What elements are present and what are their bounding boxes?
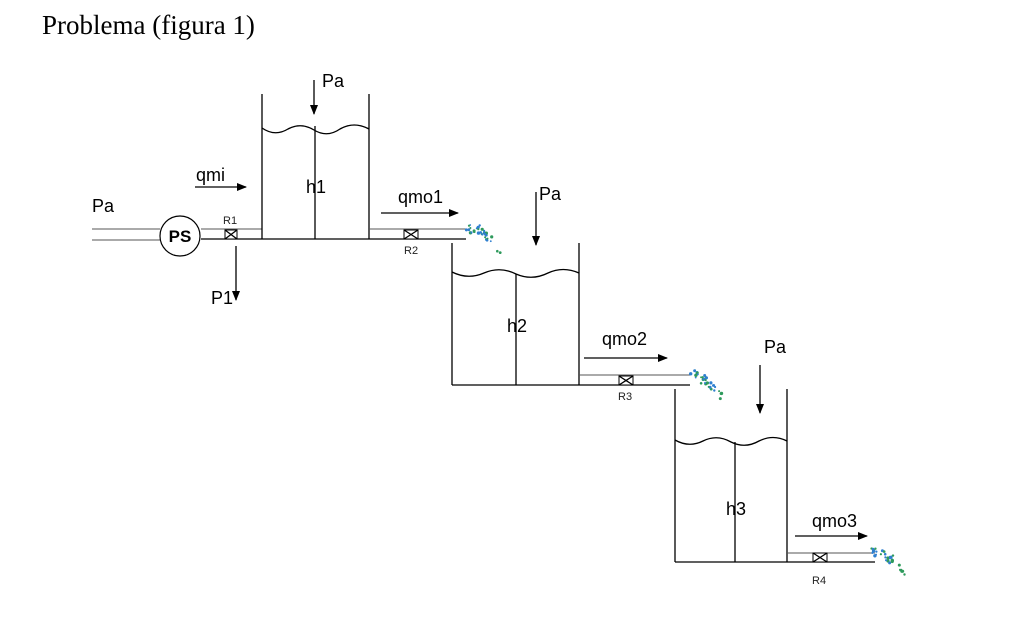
water-droplet xyxy=(477,228,480,231)
pa-inlet-label: Pa xyxy=(92,196,115,216)
pump-circle xyxy=(159,215,201,257)
water-droplet xyxy=(899,568,901,571)
pump: PS xyxy=(159,215,201,257)
r4-label: R4 xyxy=(812,575,826,587)
pump-label: PS xyxy=(169,227,192,246)
water-droplet xyxy=(903,573,906,576)
pa-tank3-label: Pa xyxy=(764,337,787,357)
water-droplet xyxy=(490,235,494,239)
water-droplet xyxy=(498,251,502,255)
outlet-pipe-2 xyxy=(579,374,690,386)
water-droplet xyxy=(712,384,715,387)
water-droplet xyxy=(696,373,699,376)
water-droplet xyxy=(699,382,703,385)
water-droplet xyxy=(700,376,702,379)
water-droplet xyxy=(467,228,471,232)
water-droplet xyxy=(714,385,717,389)
water-droplet xyxy=(879,553,883,556)
water-droplet xyxy=(479,231,483,234)
water-droplet xyxy=(888,561,892,565)
water-droplet xyxy=(709,381,713,385)
water-droplet xyxy=(871,547,875,551)
qmo1-label: qmo1 xyxy=(398,187,443,207)
water-spray-2 xyxy=(689,369,724,401)
water-droplet xyxy=(703,374,707,377)
water-droplet xyxy=(875,553,877,556)
water-droplet xyxy=(480,227,484,231)
water-droplet xyxy=(476,225,480,229)
water-droplet xyxy=(481,233,484,236)
tank-3 xyxy=(674,389,788,563)
water-droplet xyxy=(469,227,472,229)
r2-label: R2 xyxy=(404,245,418,257)
water-droplet xyxy=(713,389,716,392)
r1-label: R1 xyxy=(223,215,237,227)
water-droplet xyxy=(473,230,476,234)
water-droplet xyxy=(890,559,894,564)
tank-1 xyxy=(261,94,370,240)
valve-r1 xyxy=(224,229,238,240)
water-droplet xyxy=(871,550,875,554)
valve-r3 xyxy=(618,375,634,386)
water-droplet xyxy=(897,563,901,567)
water-surface-1 xyxy=(261,124,370,135)
water-droplet xyxy=(478,224,481,227)
water-droplet xyxy=(885,559,888,562)
water-droplet xyxy=(901,569,905,573)
water-droplet xyxy=(496,249,499,253)
outlet-pipe-3 xyxy=(787,552,875,563)
water-spray-3 xyxy=(870,547,906,576)
water-droplet xyxy=(467,224,471,227)
water-spray-1 xyxy=(464,224,502,255)
p1-label: P1 xyxy=(211,288,233,308)
water-droplet xyxy=(484,236,487,239)
pa-tank1-label: Pa xyxy=(322,71,345,91)
water-droplet xyxy=(702,377,706,381)
figure-title: Problema (figura 1) xyxy=(42,10,255,40)
h2-label: h2 xyxy=(507,316,527,336)
water-droplet xyxy=(883,552,887,556)
qmo2-label: qmo2 xyxy=(602,329,647,349)
water-droplet xyxy=(704,379,707,382)
water-droplet xyxy=(689,372,693,376)
water-droplet xyxy=(718,390,721,393)
tank-2 xyxy=(451,243,580,386)
h1-label: h1 xyxy=(306,177,326,197)
water-droplet xyxy=(874,547,877,550)
water-droplet xyxy=(489,240,492,243)
h3-label: h3 xyxy=(726,499,746,519)
water-droplet xyxy=(476,231,481,235)
water-droplet xyxy=(888,555,891,558)
water-droplet xyxy=(707,385,710,388)
water-droplet xyxy=(890,557,893,559)
water-droplet xyxy=(875,550,878,553)
water-droplet xyxy=(884,556,887,559)
valve-r4 xyxy=(812,552,828,563)
water-droplet xyxy=(882,550,886,553)
water-droplet xyxy=(719,391,724,396)
water-droplet xyxy=(470,231,473,234)
water-droplet xyxy=(486,237,489,240)
water-droplet xyxy=(693,369,696,373)
water-droplet xyxy=(888,557,892,560)
water-droplet xyxy=(704,382,706,384)
qmi-label: qmi xyxy=(196,165,225,185)
pa-tank2-label: Pa xyxy=(539,184,562,204)
water-droplet xyxy=(694,376,697,379)
qmo3-label: qmo3 xyxy=(812,511,857,531)
valve-r2 xyxy=(403,229,419,240)
water-droplet xyxy=(464,228,468,232)
water-droplet xyxy=(891,554,895,557)
water-surface-3 xyxy=(674,436,788,446)
water-droplet xyxy=(886,556,890,560)
water-droplet xyxy=(483,232,487,236)
water-droplet xyxy=(701,376,704,379)
r3-label: R3 xyxy=(618,391,632,403)
water-droplet xyxy=(704,376,709,380)
water-droplet xyxy=(694,373,698,377)
water-droplet xyxy=(718,397,722,401)
